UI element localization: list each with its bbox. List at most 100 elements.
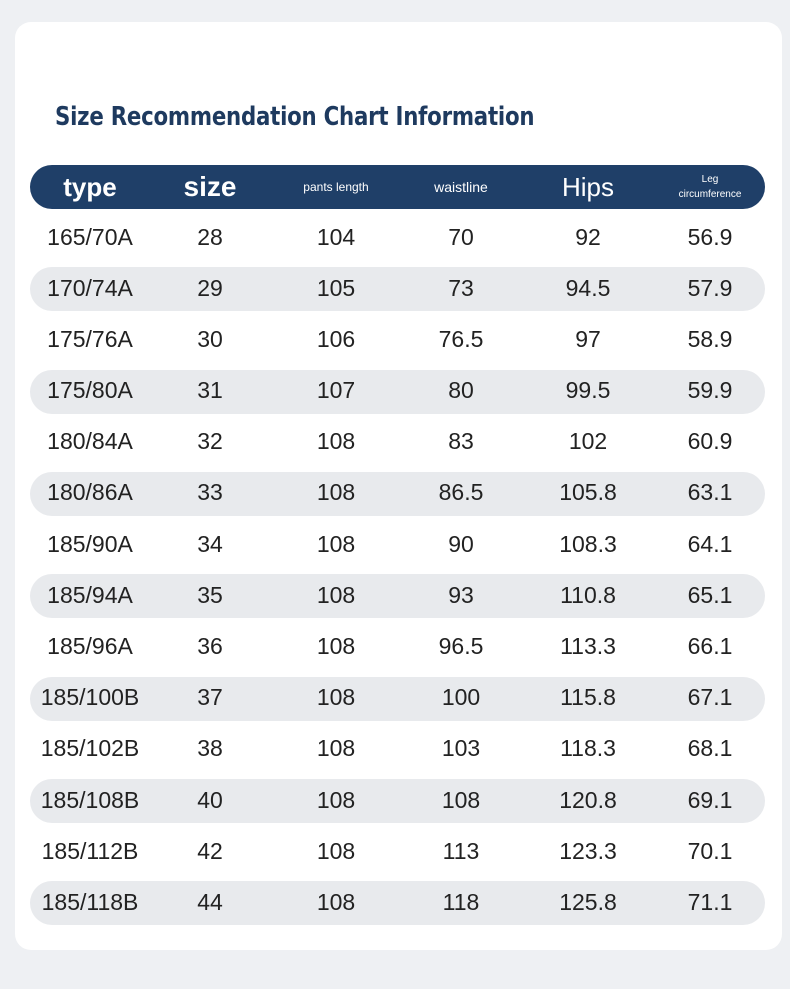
- table-row: 185/94A 35 108 93 110.8 65.1: [30, 571, 765, 622]
- cell-type: 185/90A: [47, 530, 133, 557]
- header-hips: Hips: [561, 171, 615, 202]
- cell-waistline: 86.5: [438, 479, 484, 506]
- cell-type: 180/86A: [47, 479, 133, 506]
- header-waistline: waistline: [434, 179, 488, 195]
- cell-hips: 105.8: [559, 479, 617, 506]
- cell-leg-circumference: 60.9: [687, 428, 733, 455]
- cell-pants-length: 108: [316, 684, 356, 711]
- cell-type: 185/118B: [41, 888, 139, 915]
- cell-type: 170/74A: [47, 274, 133, 301]
- header-leg-circumference: Leg circumference: [678, 174, 742, 200]
- cell-leg-circumference: 56.9: [687, 223, 733, 250]
- cell-leg-circumference: 66.1: [687, 633, 733, 659]
- cell-size: 33: [197, 479, 223, 506]
- table-header: type size pants length waistline Hips Leg cir…: [30, 165, 765, 209]
- cell-hips: 102: [568, 428, 608, 455]
- cell-leg-circumference: 59.9: [687, 377, 733, 404]
- cell-size: 34: [197, 530, 223, 557]
- cell-leg-circumference: 67.1: [687, 684, 733, 711]
- table-row: 175/80A 31 107 80 99.5 59.9: [30, 367, 765, 418]
- cell-hips: 97: [575, 325, 601, 352]
- table-row: 185/96A 36 108 96.5 113.3 66.1: [30, 623, 765, 674]
- table-row: 185/100B 37 108 100 115.8 67.1: [30, 674, 765, 725]
- cell-waistline: 83: [448, 428, 474, 455]
- cell-leg-circumference: 71.1: [687, 888, 733, 915]
- header-size: size: [183, 171, 237, 202]
- table-row: 185/118B 44 108 118 125.8 71.1: [30, 878, 765, 929]
- cell-waistline: 100: [441, 684, 481, 711]
- table-row: 180/86A 33 108 86.5 105.8 63.1: [30, 469, 765, 520]
- cell-leg-circumference: 65.1: [687, 581, 733, 608]
- cell-size: 35: [197, 581, 223, 608]
- page-title: Size Recommendation Chart Information: [55, 102, 535, 132]
- cell-leg-circumference: 57.9: [687, 274, 733, 301]
- table-row: 180/84A 32 108 83 102 60.9: [30, 418, 765, 469]
- cell-hips: 113.3: [560, 633, 616, 659]
- cell-hips: 118.3: [560, 735, 616, 762]
- cell-pants-length: 106: [316, 325, 356, 352]
- cell-hips: 123.3: [559, 837, 617, 864]
- cell-hips: 115.8: [560, 684, 616, 711]
- cell-pants-length: 108: [316, 428, 356, 455]
- cell-type: 185/94A: [47, 581, 133, 608]
- cell-leg-circumference: 63.1: [687, 479, 733, 506]
- cell-pants-length: 107: [316, 377, 356, 404]
- cell-hips: 120.8: [559, 786, 617, 813]
- cell-leg-circumference: 69.1: [687, 786, 733, 813]
- table-row: 185/112B 42 108 113 123.3 70.1: [30, 827, 765, 878]
- cell-size: 42: [197, 837, 223, 864]
- cell-size: 44: [197, 888, 223, 915]
- cell-size: 29: [197, 274, 223, 301]
- cell-leg-circumference: 70.1: [687, 837, 733, 864]
- cell-hips: 92: [575, 223, 601, 250]
- cell-waistline: 76.5: [438, 325, 484, 352]
- cell-pants-length: 108: [316, 479, 356, 506]
- table-row: 185/102B 38 108 103 118.3 68.1: [30, 725, 765, 776]
- table-row: 170/74A 29 105 73 94.5 57.9: [30, 264, 765, 315]
- cell-leg-circumference: 58.9: [687, 325, 733, 352]
- cell-pants-length: 108: [316, 735, 356, 762]
- table-row: 185/108B 40 108 108 120.8 69.1: [30, 776, 765, 827]
- cell-type: 175/76A: [47, 325, 133, 352]
- cell-waistline: 90: [448, 530, 474, 557]
- cell-size: 31: [197, 377, 223, 404]
- cell-pants-length: 104: [316, 223, 356, 250]
- cell-type: 165/70A: [47, 223, 133, 250]
- cell-type: 175/80A: [47, 377, 133, 404]
- cell-waistline: 93: [448, 581, 474, 608]
- cell-leg-circumference: 68.1: [687, 735, 733, 762]
- table-row: 165/70A 28 104 70 92 56.9: [30, 213, 765, 264]
- cell-pants-length: 108: [316, 581, 356, 608]
- cell-waistline: 108: [441, 786, 481, 813]
- cell-pants-length: 108: [316, 530, 356, 557]
- header-pants-length: pants length: [303, 180, 369, 194]
- cell-hips: 99.5: [565, 377, 611, 404]
- cell-hips: 108.3: [559, 530, 617, 557]
- cell-waistline: 103: [441, 735, 481, 762]
- cell-hips: 125.8: [559, 888, 617, 915]
- cell-hips: 110.8: [560, 581, 616, 608]
- cell-type: 185/112B: [41, 837, 139, 864]
- cell-leg-circumference: 64.1: [687, 530, 733, 557]
- cell-waistline: 96.5: [438, 633, 484, 659]
- size-table: 165/70A 28 104 70 92 56.9 170/74A 29 105 73 94.5 57…: [30, 213, 765, 930]
- cell-size: 40: [197, 786, 223, 813]
- cell-waistline: 73: [448, 274, 474, 301]
- cell-type: 185/100B: [40, 684, 140, 711]
- cell-size: 30: [197, 325, 223, 352]
- cell-type: 185/108B: [40, 786, 140, 813]
- cell-type: 185/96A: [47, 633, 133, 659]
- cell-pants-length: 108: [316, 888, 356, 915]
- cell-waistline: 80: [448, 377, 474, 404]
- cell-pants-length: 108: [316, 837, 356, 864]
- cell-size: 38: [197, 735, 223, 762]
- cell-pants-length: 108: [316, 633, 356, 659]
- cell-size: 32: [197, 428, 223, 455]
- cell-pants-length: 108: [316, 786, 356, 813]
- cell-waistline: 113: [442, 837, 480, 864]
- cell-size: 37: [197, 684, 223, 711]
- header-type: type: [63, 171, 117, 202]
- cell-waistline: 118: [442, 888, 480, 915]
- cell-waistline: 70: [448, 223, 474, 250]
- cell-type: 185/102B: [40, 735, 140, 762]
